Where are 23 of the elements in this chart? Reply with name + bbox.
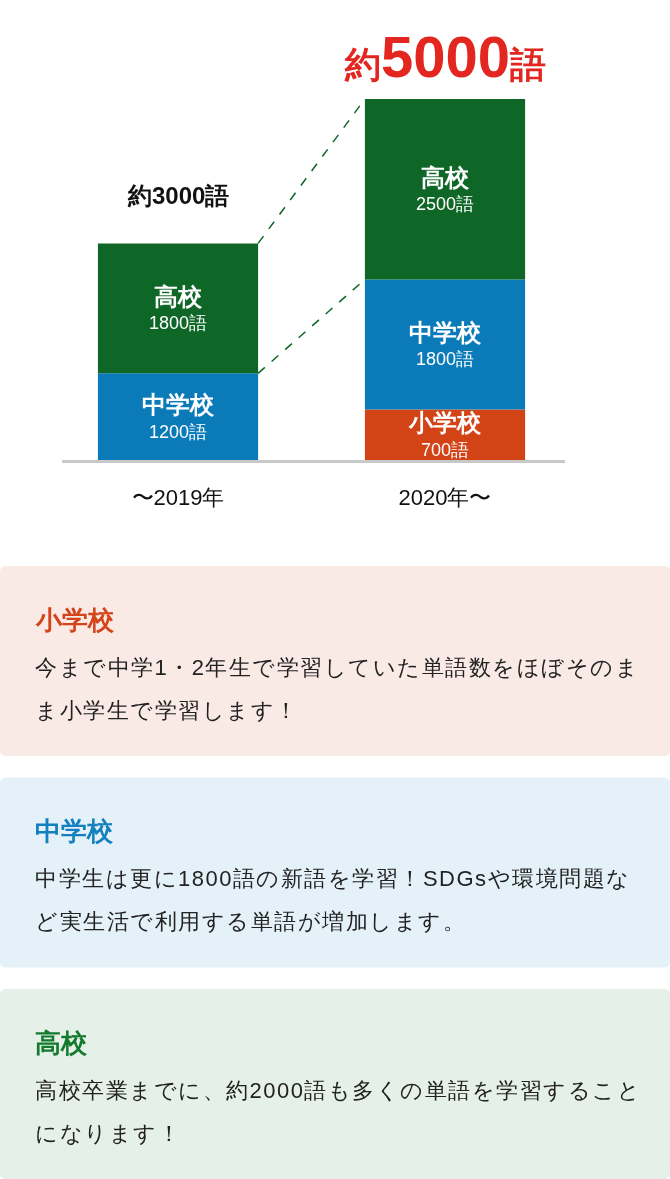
text: 高校卒業までに、約2000語も多くの単語を学習することになります！ bbox=[35, 1078, 642, 1146]
text: 中学校 bbox=[409, 319, 481, 346]
text: 中学校 bbox=[35, 816, 114, 846]
text: 中学生は更に1800語の新語を学習！SDGsや環境問題など実生活で利用する単語が増加します。 bbox=[35, 866, 631, 934]
data-label: 2500語 bbox=[416, 194, 475, 214]
bar bbox=[97, 373, 259, 460]
series-label: 中学校 bbox=[142, 391, 215, 418]
text: 今まで中学1・2年生で学習していた単語数をほぼそのまま小学生で学習します！ bbox=[35, 655, 640, 723]
bar bbox=[364, 99, 526, 280]
data-label: 1800語 bbox=[149, 313, 208, 333]
text: 小学校 bbox=[35, 605, 115, 635]
x-tick-label: 〜2019年 bbox=[131, 485, 225, 511]
total-label: 約5000語 bbox=[344, 24, 547, 89]
data-label: 700語 bbox=[421, 440, 470, 460]
text: 高校 bbox=[35, 1028, 88, 1058]
series-label: 小学校 bbox=[408, 409, 482, 436]
text: 高校 bbox=[421, 164, 469, 191]
bar bbox=[364, 279, 526, 410]
data-label: 1200語 bbox=[149, 422, 208, 442]
series-label: 高校 bbox=[154, 283, 203, 310]
x-tick-label: 2020年〜 bbox=[398, 485, 492, 511]
total-label: 約3000語 bbox=[127, 182, 230, 209]
data-label: 1800語 bbox=[416, 349, 475, 369]
